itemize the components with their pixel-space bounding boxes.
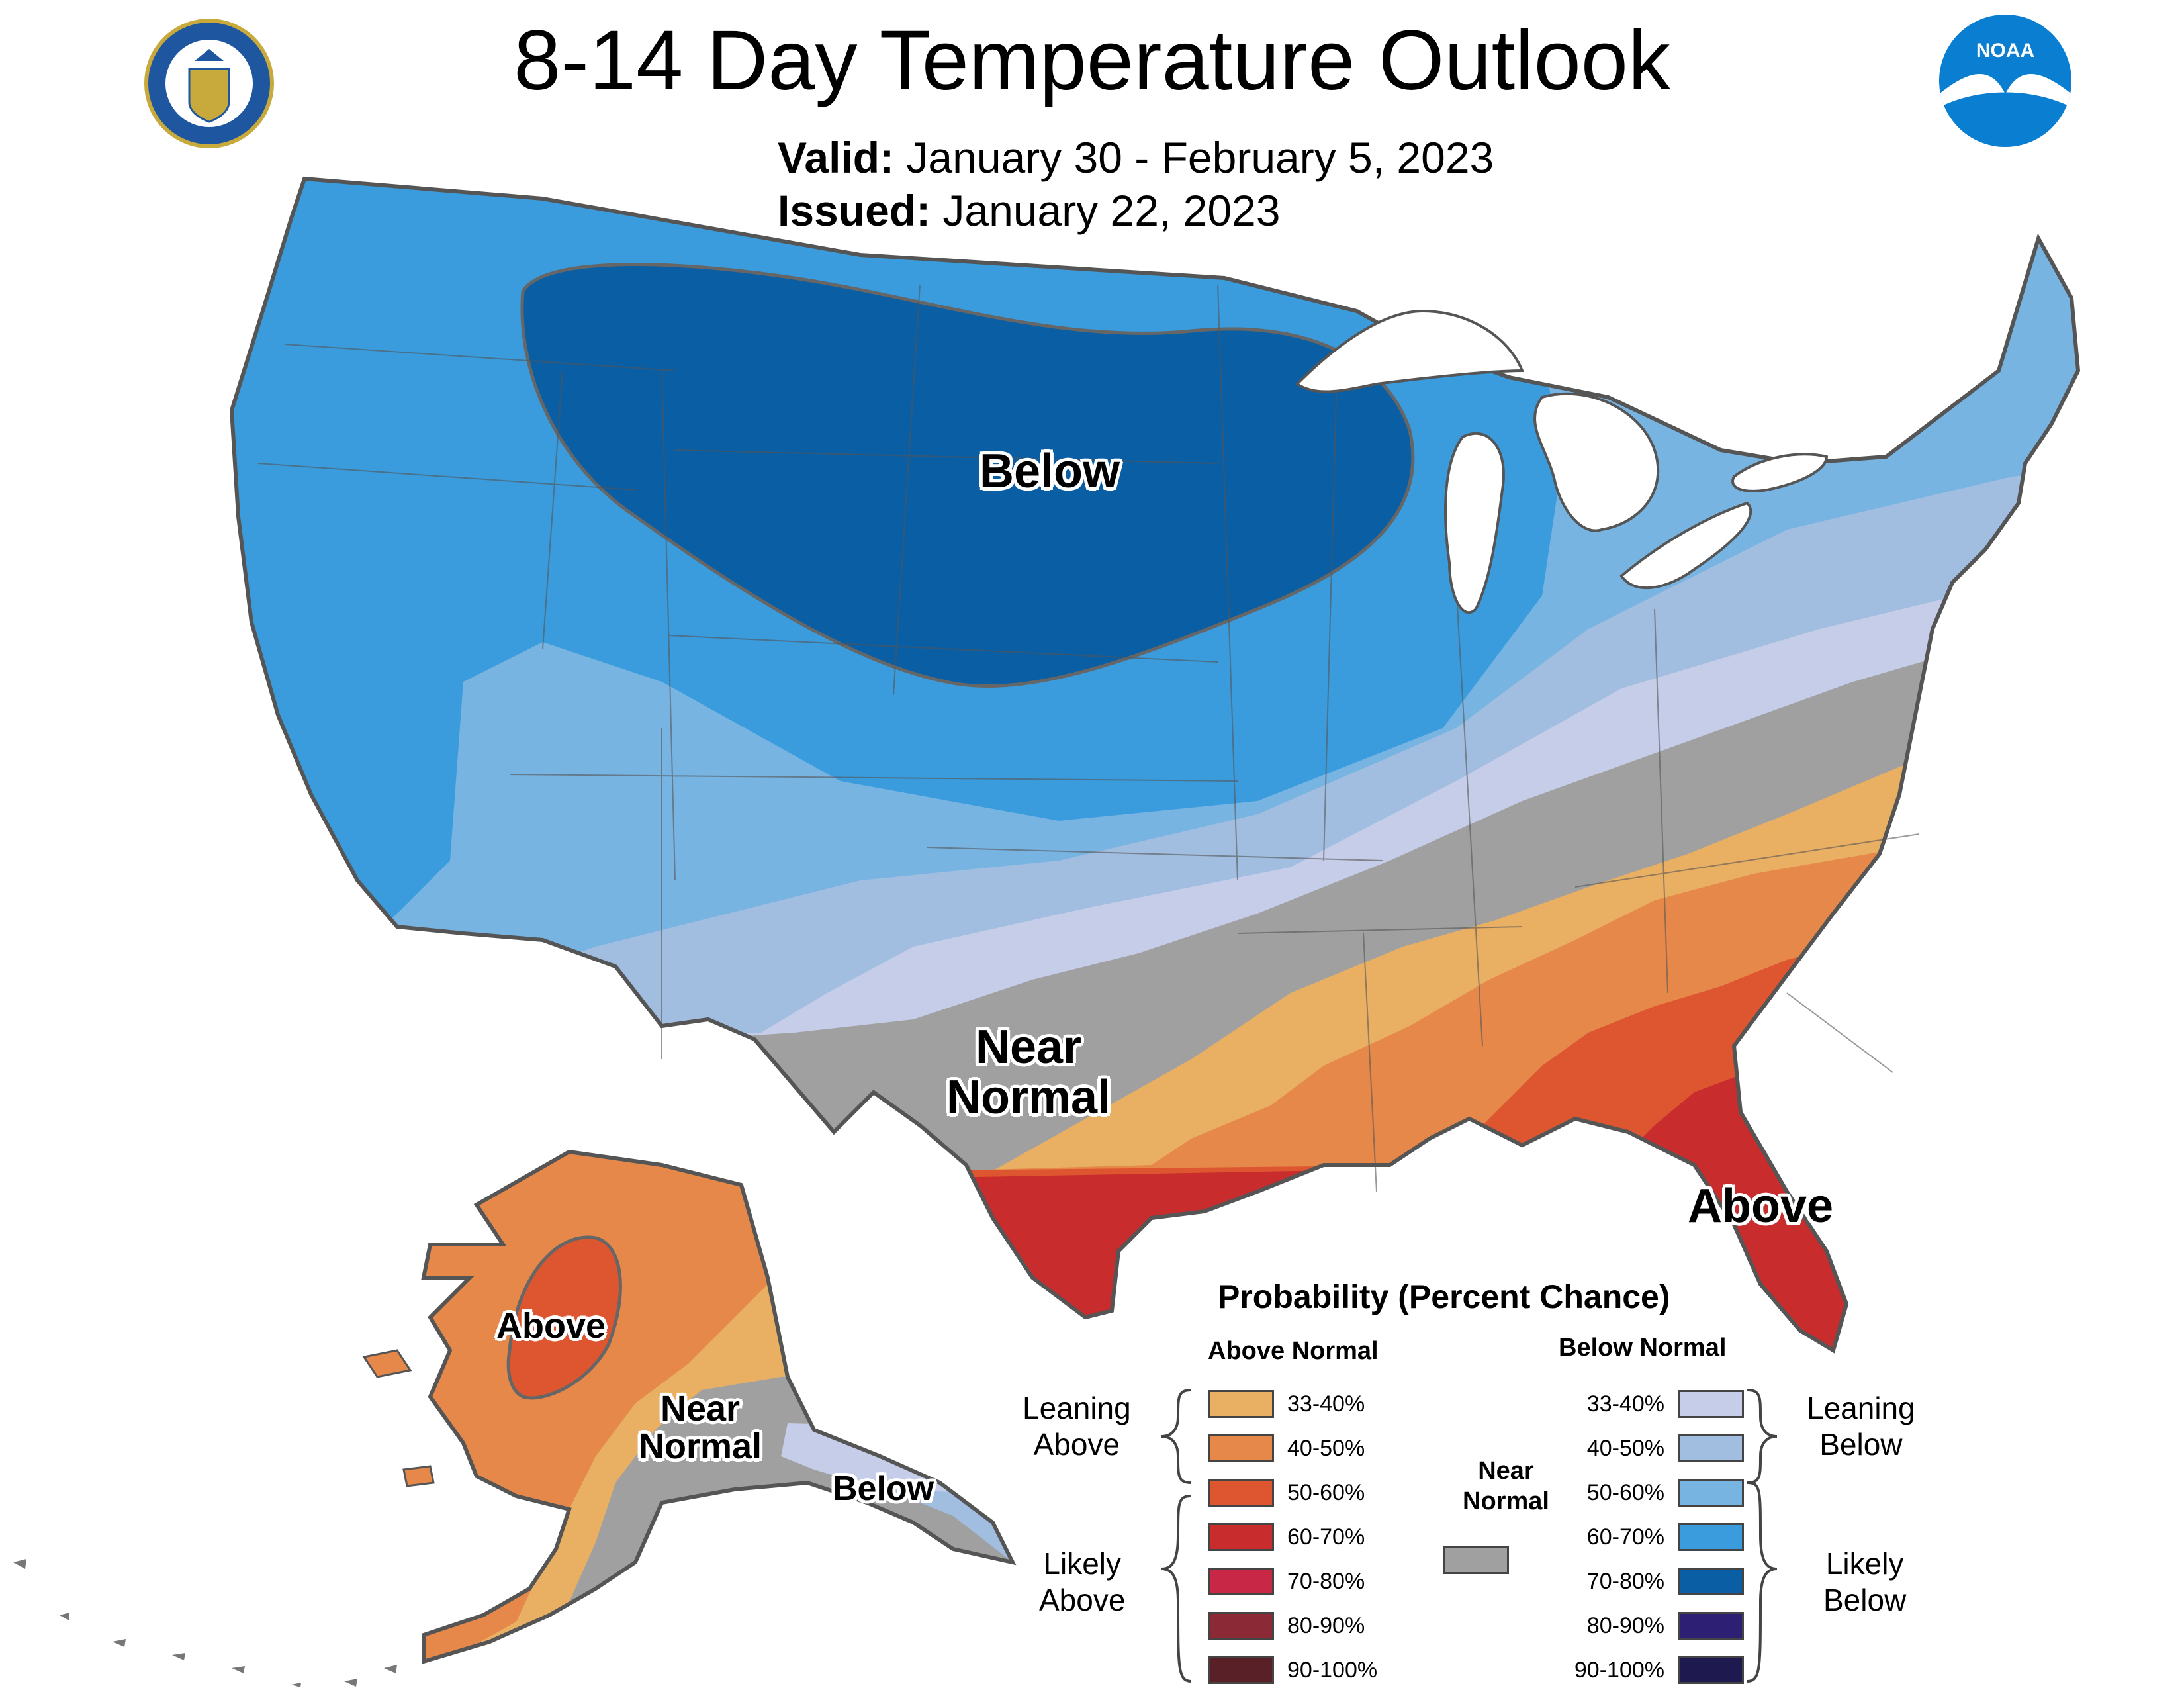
legend-near-normal-header: Near Normal — [1463, 1456, 1549, 1517]
above-range-1: 40-50% — [1287, 1436, 1365, 1461]
above-range-2: 50-60% — [1287, 1480, 1365, 1505]
below-swatch-4 — [1678, 1568, 1744, 1595]
alaska-outlook-region — [13, 1149, 1017, 1687]
below-swatch-5 — [1678, 1612, 1744, 1640]
below-range-4: 70-80% — [1586, 1569, 1664, 1594]
brace-likely-below — [1747, 1481, 1778, 1683]
above-swatch-4 — [1208, 1568, 1274, 1595]
near-normal-line1: Near — [1478, 1457, 1534, 1485]
conus-above-label: Above — [1688, 1180, 1834, 1233]
conus-near-label-line2: Normal — [946, 1070, 1111, 1124]
conus-below-70-80-core — [520, 263, 1415, 688]
below-range-5: 80-90% — [1586, 1613, 1664, 1638]
lake-ontario — [1731, 453, 1829, 492]
legend-likely-below: Likely Below — [1823, 1546, 1906, 1618]
likely-below-line1: Likely — [1825, 1546, 1904, 1581]
conus-near-normal-label: Near Normal — [946, 1021, 1111, 1124]
leaning-below-line2: Below — [1819, 1427, 1903, 1462]
ak-above-50-60-core — [506, 1235, 622, 1400]
conus-below-label: Below — [979, 445, 1120, 498]
below-swatch-1 — [1678, 1434, 1744, 1462]
legend-below-header: Below Normal — [1559, 1334, 1727, 1362]
legend-leaning-above: Leaning Above — [1023, 1390, 1131, 1463]
above-swatch-1 — [1208, 1434, 1274, 1462]
below-range-6: 90-100% — [1574, 1658, 1664, 1683]
valid-value: January 30 - February 5, 2023 — [906, 133, 1494, 182]
below-range-0: 33-40% — [1586, 1391, 1664, 1417]
below-swatch-2 — [1678, 1479, 1744, 1507]
below-swatch-6 — [1678, 1656, 1744, 1684]
ak-island-1 — [362, 1349, 412, 1378]
aleutian-islands — [13, 1559, 397, 1687]
legend-braces — [1161, 1389, 1778, 1683]
above-swatch-5 — [1208, 1612, 1274, 1640]
alaska-above-label: Above — [496, 1306, 606, 1346]
likely-above-line1: Likely — [1043, 1546, 1122, 1581]
leaning-below-line1: Leaning — [1807, 1391, 1915, 1425]
eagle-shield-icon — [165, 40, 253, 127]
conus-near-label-line1: Near — [975, 1021, 1082, 1074]
above-swatch-6 — [1208, 1656, 1274, 1684]
lake-erie — [1619, 501, 1752, 590]
noaa-text: NOAA — [1976, 40, 2035, 62]
above-range-4: 70-80% — [1287, 1569, 1365, 1594]
likely-below-line2: Below — [1823, 1583, 1907, 1618]
issued-label: Issued: — [778, 186, 931, 235]
valid-dates: Valid: January 30 - February 5, 2023 — [778, 132, 1494, 183]
leaning-above-line1: Leaning — [1023, 1391, 1131, 1425]
above-swatch-3 — [1208, 1523, 1274, 1551]
ak-island-2 — [402, 1465, 435, 1487]
lake-michigan — [1444, 432, 1505, 614]
legend-likely-above: Likely Above — [1039, 1546, 1125, 1618]
alaska-near-label-line1: Near — [660, 1389, 741, 1429]
lake-superior — [1295, 309, 1524, 393]
above-swatch-0 — [1208, 1390, 1274, 1418]
below-swatch-3 — [1678, 1523, 1744, 1551]
likely-above-line2: Above — [1039, 1583, 1126, 1618]
issued-date: Issued: January 22, 2023 — [778, 185, 1280, 236]
alaska-near-normal-label: Near Normal — [639, 1390, 762, 1465]
commerce-seal — [144, 19, 274, 148]
brace-leaning-above — [1161, 1389, 1192, 1484]
legend-title: Probability (Percent Chance) — [1218, 1278, 1670, 1315]
above-range-3: 60-70% — [1287, 1524, 1365, 1550]
brace-leaning-below — [1747, 1389, 1778, 1484]
legend-above-header: Above Normal — [1208, 1337, 1379, 1365]
legend-swatch-near-normal — [1443, 1546, 1509, 1574]
page-title: 8-14 Day Temperature Outlook — [514, 13, 1670, 108]
alaska-near-label-line2: Normal — [639, 1426, 762, 1466]
above-range-5: 80-90% — [1287, 1613, 1365, 1638]
above-range-0: 33-40% — [1287, 1391, 1365, 1417]
below-range-3: 60-70% — [1586, 1524, 1664, 1550]
above-range-6: 90-100% — [1287, 1658, 1378, 1683]
near-normal-line2: Normal — [1463, 1487, 1549, 1515]
below-range-1: 40-50% — [1586, 1436, 1664, 1461]
great-lakes — [1295, 309, 1829, 614]
issued-value: January 22, 2023 — [942, 186, 1281, 235]
seagull-icon — [1939, 74, 2071, 147]
below-range-2: 50-60% — [1586, 1480, 1664, 1505]
leaning-above-line2: Above — [1033, 1427, 1120, 1462]
lake-huron — [1533, 392, 1660, 532]
alaska-below-label: Below — [833, 1470, 934, 1508]
legend-leaning-below: Leaning Below — [1807, 1390, 1915, 1463]
above-swatch-2 — [1208, 1479, 1274, 1507]
noaa-logo: NOAA — [1939, 15, 2071, 147]
below-swatch-0 — [1678, 1390, 1744, 1418]
valid-label: Valid: — [778, 133, 895, 182]
brace-likely-above — [1161, 1495, 1192, 1683]
